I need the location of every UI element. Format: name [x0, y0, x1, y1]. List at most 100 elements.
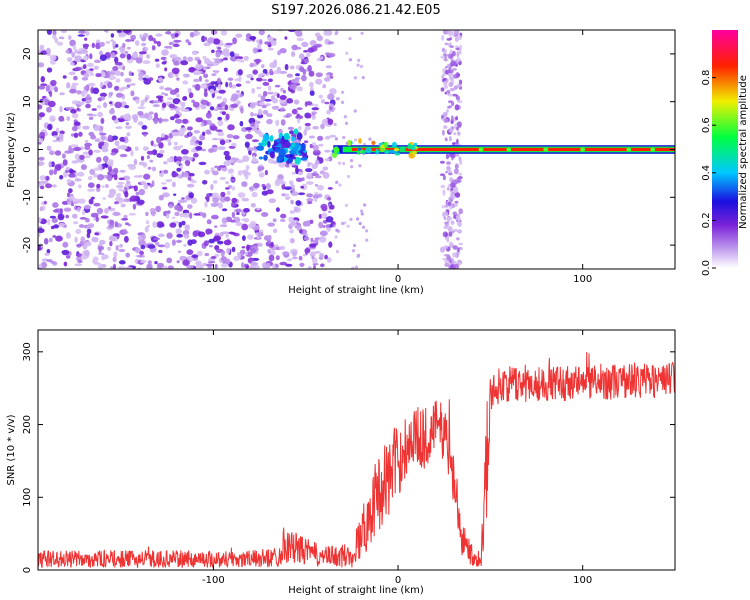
spectrogram-noise-blob	[46, 47, 51, 55]
spectrogram-energy-blob	[267, 140, 271, 148]
spectrogram-noise-blob	[78, 131, 83, 137]
spectrogram-noise-blob	[71, 82, 79, 86]
spectrogram-stripe-blob	[453, 132, 457, 136]
spectrogram-noise-blob	[348, 37, 352, 41]
spectrogram-noise-blob	[249, 62, 254, 68]
spectrogram-noise-blob	[192, 230, 198, 237]
spectrogram-noise-blob	[181, 220, 186, 226]
spectrogram-noise-blob	[104, 207, 109, 214]
spectrogram-noise-blob	[187, 176, 192, 181]
spectrogram-noise-blob	[126, 132, 131, 137]
spectrogram-noise-blob	[171, 239, 176, 246]
spectrogram-noise-blob	[227, 168, 234, 174]
spectrogram-noise-blob	[38, 182, 41, 188]
spectrogram-noise-blob	[182, 56, 187, 61]
spectrogram-noise-blob	[195, 107, 200, 110]
spectrogram-noise-blob	[121, 218, 129, 221]
spectrogram-noise-blob	[108, 109, 115, 115]
spectrogram-noise-blob	[212, 170, 219, 176]
spectrogram-noise-blob	[249, 185, 255, 192]
spectrogram-noise-blob	[353, 243, 357, 248]
spectrogram-noise-blob	[166, 212, 170, 219]
spectrogram-noise-blob	[99, 54, 107, 61]
spectrogram-noise-blob	[314, 175, 322, 179]
spectrogram-noise-blob	[108, 235, 116, 242]
spectrogram-noise-blob	[38, 62, 45, 68]
spectrogram-energy-blob	[262, 133, 270, 142]
spectrogram-noise-blob	[185, 156, 193, 161]
spectrogram-noise-blob	[362, 225, 366, 229]
spectrogram-noise-blob	[314, 32, 321, 37]
spectrogram-noise-blob	[119, 118, 125, 122]
colorbar-gradient	[712, 30, 738, 268]
spectrogram-noise-blob	[327, 187, 333, 190]
spectrogram-noise-blob	[110, 107, 114, 111]
spectrogram-noise-blob	[45, 84, 50, 92]
spectrogram-noise-blob	[161, 186, 168, 190]
spectrogram-stripe-blob	[446, 109, 449, 113]
spectrogram-noise-blob	[236, 212, 240, 215]
spectrogram-noise-blob	[301, 41, 309, 48]
spectrogram-noise-blob	[258, 73, 262, 79]
spectrogram-noise-blob	[119, 53, 126, 59]
spectrogram-noise-blob	[140, 103, 144, 106]
spectrogram-noise-blob	[171, 67, 180, 75]
spectrogram-noise-blob	[219, 139, 226, 146]
spectrogram-noise-blob	[152, 237, 161, 241]
spectrogram-stripe-blob	[440, 160, 445, 164]
spectrogram-noise-blob	[279, 48, 287, 54]
colorbar-tick-label: 0.2	[701, 212, 712, 228]
spectrogram-noise-blob	[152, 221, 158, 228]
spectrogram-noise-blob	[144, 47, 149, 51]
spectrogram-noise-blob	[133, 185, 138, 192]
spectrogram-noise-blob	[309, 219, 314, 224]
spectrogram-noise-blob	[236, 100, 241, 105]
spectrogram-noise-blob	[111, 135, 119, 141]
spectrogram-noise-blob	[100, 215, 109, 219]
spectrogram-noise-blob	[128, 71, 133, 77]
spectrogram-noise-blob	[193, 78, 200, 83]
spectrogram-noise-blob	[284, 63, 289, 71]
spectrogram-noise-blob	[116, 145, 121, 150]
spectrogram-noise-blob	[236, 159, 245, 164]
spectrogram-noise-blob	[318, 143, 324, 147]
spectrogram-noise-blob	[49, 215, 57, 219]
spectrogram-stripe-blob	[444, 42, 449, 46]
spectrogram-noise-blob	[210, 184, 214, 190]
spectrogram-noise-blob	[264, 169, 268, 176]
spectrogram-noise-blob	[159, 149, 165, 154]
spectrogram-noise-blob	[245, 265, 250, 269]
spectrogram-noise-blob	[164, 242, 170, 249]
spectrogram-noise-blob	[112, 233, 120, 237]
spectrogram-noise-blob	[337, 161, 341, 165]
spectrogram-noise-blob	[68, 145, 72, 152]
spectrogram-noise-blob	[185, 39, 190, 43]
spectrogram-energy-blob	[277, 143, 283, 148]
spectrogram-noise-blob	[188, 192, 194, 199]
spectrogram-noise-blob	[253, 182, 260, 189]
spectrogram-stripe-blob	[440, 55, 446, 59]
spectrogram-noise-blob	[290, 199, 294, 205]
spectrogram-stripe-blob	[451, 259, 455, 262]
spectrogram-noise-blob	[360, 209, 364, 213]
spectrogram-noise-blob	[182, 259, 190, 267]
spectrogram-stripe-blob	[445, 153, 450, 160]
spectrogram-noise-blob	[126, 53, 132, 60]
spectrogram-energy-blob	[284, 141, 291, 149]
spectrogram-stripe-blob	[444, 138, 448, 142]
spectrogram-noise-blob	[356, 254, 360, 259]
spectrogram-noise-blob	[154, 261, 158, 265]
spectrogram-noise-blob	[141, 125, 148, 130]
spectrogram-noise-blob	[264, 98, 272, 102]
spectrogram-noise-blob	[351, 249, 355, 253]
spectrogram-noise-blob	[89, 53, 93, 60]
spectrogram-noise-blob	[267, 78, 273, 83]
spectrogram-noise-blob	[278, 161, 286, 168]
spectrogram-noise-blob	[279, 70, 288, 74]
spectrogram-noise-blob	[303, 129, 308, 136]
spectrogram-noise-blob	[101, 185, 105, 188]
spectrogram-noise-blob	[211, 214, 219, 220]
spectrogram-noise-blob	[282, 251, 290, 256]
spectrogram-noise-blob	[86, 94, 91, 99]
spectrogram-noise-blob	[148, 77, 154, 81]
